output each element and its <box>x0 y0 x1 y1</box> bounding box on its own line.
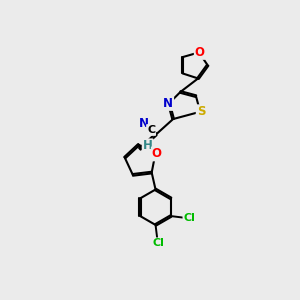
Text: C: C <box>147 125 155 135</box>
Text: H: H <box>143 139 153 152</box>
Text: Cl: Cl <box>183 213 195 223</box>
Text: Cl: Cl <box>153 238 165 248</box>
Text: N: N <box>139 117 149 130</box>
Text: O: O <box>195 46 205 59</box>
Text: O: O <box>152 147 162 161</box>
Text: N: N <box>163 97 173 110</box>
Text: S: S <box>197 105 205 118</box>
